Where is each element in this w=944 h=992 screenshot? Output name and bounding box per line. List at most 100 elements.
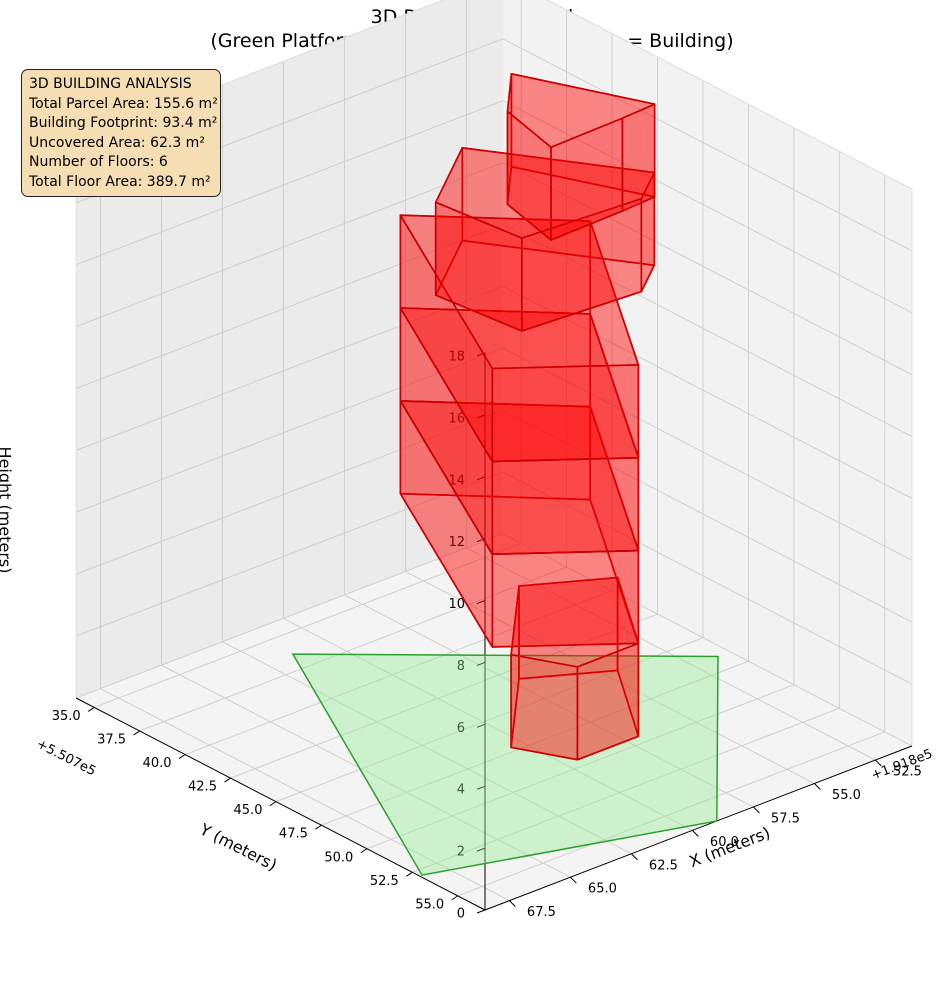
grid-line (75, 409, 504, 575)
x-tick (692, 829, 699, 837)
z-tick (476, 723, 486, 728)
y-axis-label: Y (meters) (196, 819, 280, 874)
info-footprint: Building Footprint: 93.4 m² (29, 115, 218, 132)
y-tick (178, 754, 186, 759)
z-tick-label: 2 (457, 845, 465, 860)
grid-line (184, 590, 613, 755)
building-wall-face (491, 364, 640, 463)
x-tick (753, 806, 760, 814)
y-tick (360, 848, 368, 854)
building-wall-face (491, 549, 640, 648)
building-wall-face (550, 117, 624, 241)
z-tick-label: 10 (448, 597, 465, 612)
grid-line (75, 347, 504, 513)
y-tick-label: 45.0 (234, 803, 263, 818)
x-tick-label: 57.5 (771, 811, 800, 826)
z-tick-label: 16 (448, 411, 465, 426)
y-tick (269, 801, 277, 807)
grid-line (412, 707, 840, 873)
y-tick (133, 730, 140, 736)
x-tick-label: 62.5 (649, 858, 678, 873)
grid-line (94, 543, 522, 708)
info-parcel-area: Total Parcel Area: 155.6 m² (29, 95, 218, 112)
y-offset-label: +5.507e5 (34, 737, 98, 780)
grid-line (502, 162, 913, 376)
grid-line (502, 409, 913, 623)
x-tick-label: 55.0 (832, 788, 861, 803)
grid-line (502, 224, 913, 437)
analysis-info-box: 3D BUILDING ANALYSIS Total Parcel Area: … (21, 69, 221, 197)
y-tick-label: 52.5 (370, 874, 399, 889)
grid-line (75, 224, 504, 389)
grid-line (222, 641, 632, 855)
z-tick (476, 600, 486, 605)
z-tick-label: 4 (457, 783, 465, 798)
info-heading: 3D BUILDING ANALYSIS (29, 76, 192, 92)
grid-line (75, 286, 504, 451)
z-tick-label: 8 (457, 659, 465, 674)
x-tick-label: 60.0 (710, 835, 739, 850)
z-tick-label: 0 (457, 907, 465, 922)
z-tick (476, 414, 486, 419)
z-tick (476, 909, 486, 914)
z-tick-label: 18 (448, 350, 465, 365)
x-tick (509, 900, 516, 907)
x-tick (570, 876, 577, 884)
z-tick (476, 476, 486, 481)
z-tick (476, 661, 486, 666)
z-tick (476, 847, 486, 852)
grid-line (502, 347, 913, 561)
parcel-layer (291, 653, 719, 876)
grid-line (139, 566, 567, 732)
y-tick (451, 895, 459, 901)
building-layer (399, 73, 656, 761)
grid-line (502, 38, 913, 252)
x-tick-label: 52.5 (893, 765, 922, 780)
x-tick-label: 65.0 (588, 882, 617, 897)
info-floors: Number of Floors: 6 (29, 154, 168, 171)
pane-edge (546, 0, 913, 190)
x-tick-label: 67.5 (527, 905, 556, 920)
y-tick-label: 37.5 (97, 733, 126, 748)
grid-line (502, 286, 913, 499)
grid-line (230, 613, 658, 779)
grid-line (344, 594, 754, 808)
z-tick (476, 785, 486, 790)
y-tick-label: 55.0 (415, 897, 444, 912)
x-axis-label: X (meters) (687, 823, 773, 871)
x-tick (631, 853, 638, 861)
grid-line (75, 162, 504, 328)
grid-line (502, 533, 913, 747)
y-tick (315, 824, 322, 830)
grid-line (75, 471, 504, 637)
info-uncovered: Uncovered Area: 62.3 m² (29, 134, 205, 151)
grid-line (502, 471, 913, 685)
y-tick-label: 35.0 (52, 709, 81, 724)
grid-line (100, 688, 510, 902)
y-tick (406, 871, 413, 877)
grid-line (161, 664, 571, 878)
grid-line (321, 660, 749, 826)
y-tick-label: 50.0 (324, 850, 353, 865)
grid-lines (75, 0, 913, 902)
z-tick-label: 14 (448, 473, 465, 488)
y-tick (87, 707, 95, 712)
y-tick-label: 47.5 (279, 827, 308, 842)
building-wall-face (621, 103, 656, 212)
building-wall-face (434, 201, 523, 332)
parcel-platform (291, 653, 719, 876)
building-wall-face (510, 653, 579, 761)
tick-labels: 52.5 55.0 57.5 60.0 62.5 65.0 67.5 35.0 37.5 40.0… (52, 350, 922, 922)
info-floor-area: Total Floor Area: 389.7 m² (29, 173, 211, 190)
y-axis-line (75, 697, 486, 911)
z-tick-label: 12 (448, 535, 465, 550)
grid-line (283, 617, 693, 831)
z-axis-label: Height (meters) (0, 447, 15, 574)
grid-line (405, 571, 815, 784)
grid-line (457, 731, 885, 897)
grid-line (366, 684, 795, 850)
x-axis-line (484, 745, 913, 911)
grid-line (75, 100, 504, 266)
y-tick-label: 40.0 (143, 756, 172, 771)
